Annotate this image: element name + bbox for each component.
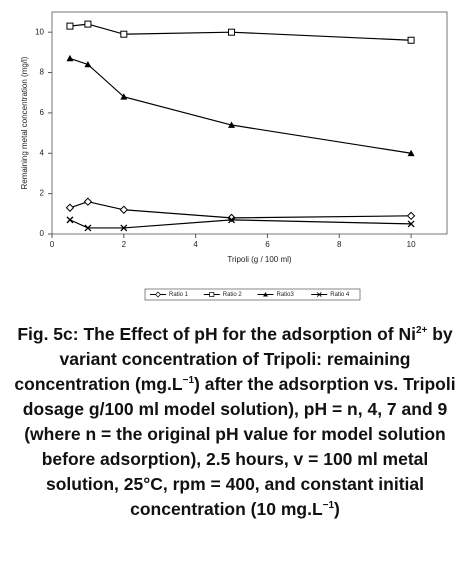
plot-frame [51, 11, 448, 235]
y-tick-label: 4 [40, 148, 45, 157]
caption-superscript: −1 [182, 375, 195, 387]
marker [120, 30, 128, 38]
legend-marker [155, 291, 161, 298]
marker [407, 149, 415, 157]
legend-marker [316, 292, 322, 297]
caption-text: by variant concentration of Tripoli: rem… [14, 324, 453, 394]
y-tick-label: 2 [40, 189, 45, 198]
marker [228, 28, 236, 36]
series-line [69, 57, 412, 154]
marker [84, 20, 92, 28]
x-axis-title: Tripoli (g / 100 ml) [227, 255, 292, 264]
marker [83, 197, 93, 206]
chart: 0 2 4 6 8 10 0 2 4 6 8 10 Tripoli (g / 100 ml) Remain… [20, 11, 448, 301]
caption-text: Fig. 5c: The Effect of pH for the adsorp… [17, 324, 416, 344]
caption-text: ) [334, 499, 340, 519]
marker [65, 203, 75, 212]
marker [228, 216, 236, 224]
legend-label: Ratio3 [277, 292, 295, 298]
x-tick-label: 8 [337, 240, 342, 249]
marker [120, 224, 128, 232]
x-tick-label: 10 [407, 240, 416, 249]
x-tick-label: 6 [265, 240, 270, 249]
marker [407, 220, 415, 228]
marker [66, 216, 74, 224]
legend-box [144, 288, 361, 301]
marker [84, 60, 92, 68]
caption-text: ) after the adsorption vs. Tripoli dosag… [22, 374, 456, 519]
caption-superscript: 2+ [415, 325, 428, 337]
y-tick-label: 8 [40, 68, 45, 77]
marker [66, 22, 74, 30]
series-line [69, 219, 412, 229]
x-tick-label: 2 [122, 240, 127, 249]
marker [407, 36, 415, 44]
y-tick-label: 0 [40, 229, 45, 238]
legend-label: Ratio 2 [223, 292, 243, 298]
legend-label: Ratio 1 [169, 292, 189, 298]
marker [66, 54, 74, 62]
marker [406, 211, 416, 221]
marker [228, 121, 236, 128]
marker [120, 93, 128, 100]
legend-label: Ratio 4 [330, 292, 350, 298]
y-axis-title: Remaining metal concentration (mg/l) [20, 56, 29, 189]
figure-caption: Fig. 5c: The Effect of pH for the adsorp… [6, 322, 464, 522]
x-tick-label: 4 [193, 240, 198, 249]
legend-marker [209, 292, 215, 297]
y-tick-label: 10 [35, 27, 44, 36]
marker [119, 205, 129, 214]
y-tick-label: 6 [40, 108, 45, 117]
x-tick-label: 0 [50, 240, 55, 249]
caption-superscript: −1 [322, 500, 335, 512]
marker [84, 224, 92, 232]
legend-marker [263, 292, 268, 297]
